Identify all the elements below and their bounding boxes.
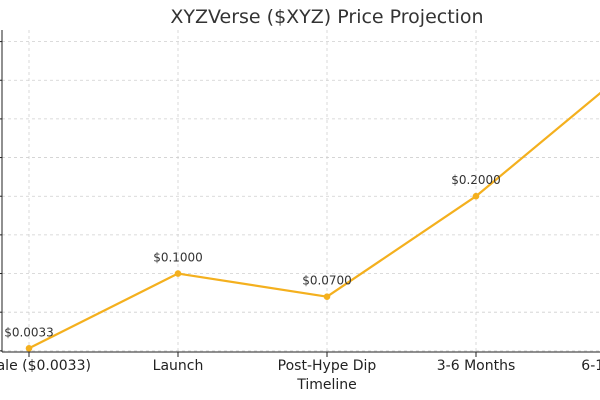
data-label: $0.0033 — [4, 325, 54, 339]
x-axis-label: Timeline — [296, 377, 357, 393]
price-line — [28, 91, 600, 350]
series-layer — [25, 91, 600, 352]
data-label: $0.0700 — [302, 274, 352, 288]
data-point — [25, 344, 33, 352]
x-tick-label: Launch — [153, 358, 204, 374]
grid-layer — [2, 30, 600, 352]
labels-layer: $0.0033 $0.1000 $0.0700 $0.2000 — [4, 173, 501, 339]
x-tick-label: Post-Hype Dip — [278, 358, 377, 374]
x-tick-label: 3-6 Months — [437, 358, 516, 374]
data-label: $0.2000 — [451, 173, 501, 187]
axes-layer: Presale ($0.0033) Launch Post-Hype Dip 3-6 … — [0, 30, 600, 374]
data-label: $0.1000 — [153, 251, 203, 265]
x-tick-label: Presale ($0.0033) — [0, 358, 91, 374]
data-point — [174, 270, 182, 277]
data-point — [323, 293, 331, 301]
data-point — [472, 192, 480, 200]
x-tick-label: 6-12 Months — [581, 358, 600, 374]
chart-title: XYZVerse ($XYZ) Price Projection — [170, 6, 483, 28]
